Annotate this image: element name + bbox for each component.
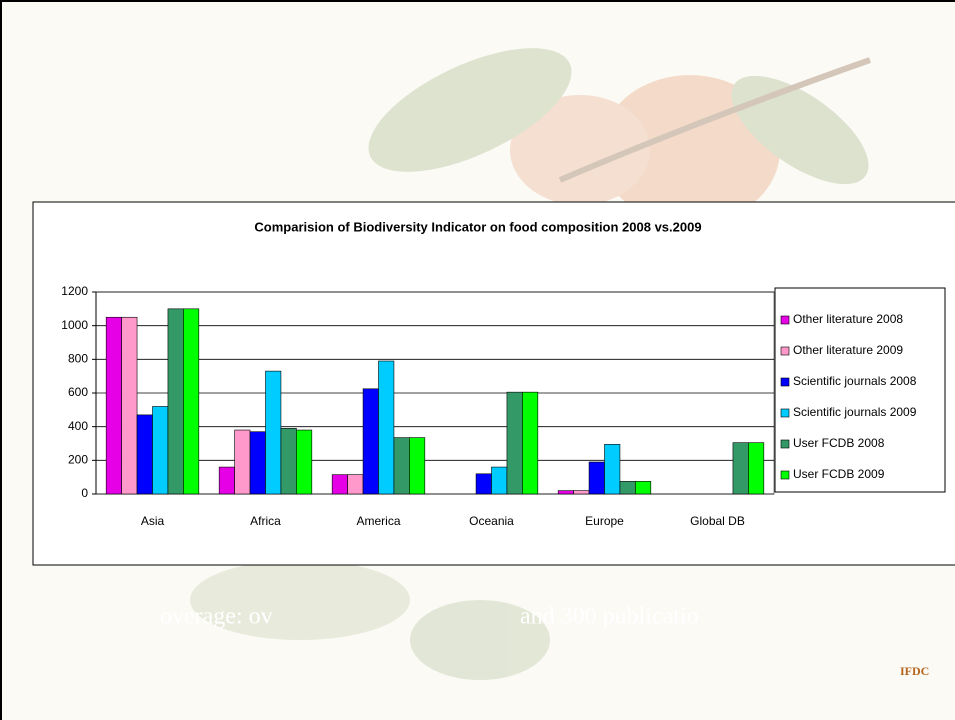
bar — [506, 391, 523, 495]
legend-swatch — [780, 470, 790, 480]
bar — [635, 481, 652, 495]
legend-swatch — [780, 377, 790, 387]
bar — [393, 437, 410, 495]
bar — [183, 308, 200, 495]
bar — [347, 474, 364, 495]
y-tick-label: 1200 — [61, 284, 88, 298]
logo: IFDC — [900, 664, 929, 678]
slide-text: overage: ov — [160, 604, 273, 630]
legend-swatch — [780, 315, 790, 325]
legend-swatch — [780, 408, 790, 418]
legend-label: Other literature 2008 — [793, 312, 903, 326]
x-tick-label: America — [356, 514, 400, 528]
bar — [573, 490, 590, 495]
y-tick-label: 600 — [68, 385, 88, 399]
legend-swatch — [780, 439, 790, 449]
legend-label: User FCDB 2009 — [793, 467, 885, 481]
bar — [557, 490, 574, 495]
bar — [234, 429, 251, 495]
bar — [378, 360, 395, 495]
x-tick-label: Africa — [250, 514, 281, 528]
y-tick-label: 1000 — [61, 318, 88, 332]
y-tick-label: 400 — [68, 419, 88, 433]
bar — [409, 437, 426, 495]
bar — [604, 444, 621, 495]
y-tick-label: 800 — [68, 352, 88, 366]
bar — [475, 473, 492, 495]
y-tick-label: 200 — [68, 453, 88, 467]
bar — [732, 442, 749, 495]
legend-label: Scientific journals 2009 — [793, 405, 917, 419]
legend-label: Other literature 2009 — [793, 343, 903, 357]
bar — [218, 466, 235, 495]
slide-text: and 300 publicatio — [520, 604, 699, 630]
bar — [331, 474, 348, 495]
bar — [249, 431, 266, 495]
chart-title: Comparision of Biodiversity Indicator on… — [254, 219, 701, 234]
bar — [121, 316, 138, 495]
legend-swatch — [780, 346, 790, 356]
legend-label: Scientific journals 2008 — [793, 374, 917, 388]
bar — [362, 388, 379, 495]
background-illustration — [190, 48, 871, 680]
legend — [774, 287, 946, 493]
x-tick-label: Oceania — [469, 514, 514, 528]
bar — [136, 414, 153, 495]
x-tick-label: Asia — [141, 514, 165, 528]
bar — [491, 466, 508, 495]
bar — [619, 481, 636, 495]
bar — [588, 461, 605, 495]
legend-label: User FCDB 2008 — [793, 436, 885, 450]
bar — [167, 308, 184, 495]
bar — [280, 428, 297, 495]
y-tick-label: 0 — [81, 486, 88, 500]
bar — [105, 316, 122, 495]
bar — [296, 429, 313, 495]
x-tick-label: Europe — [585, 514, 624, 528]
bar — [152, 406, 169, 495]
bar — [522, 391, 539, 495]
x-tick-label: Global DB — [690, 514, 745, 528]
bar — [748, 442, 765, 495]
bar — [265, 370, 282, 495]
